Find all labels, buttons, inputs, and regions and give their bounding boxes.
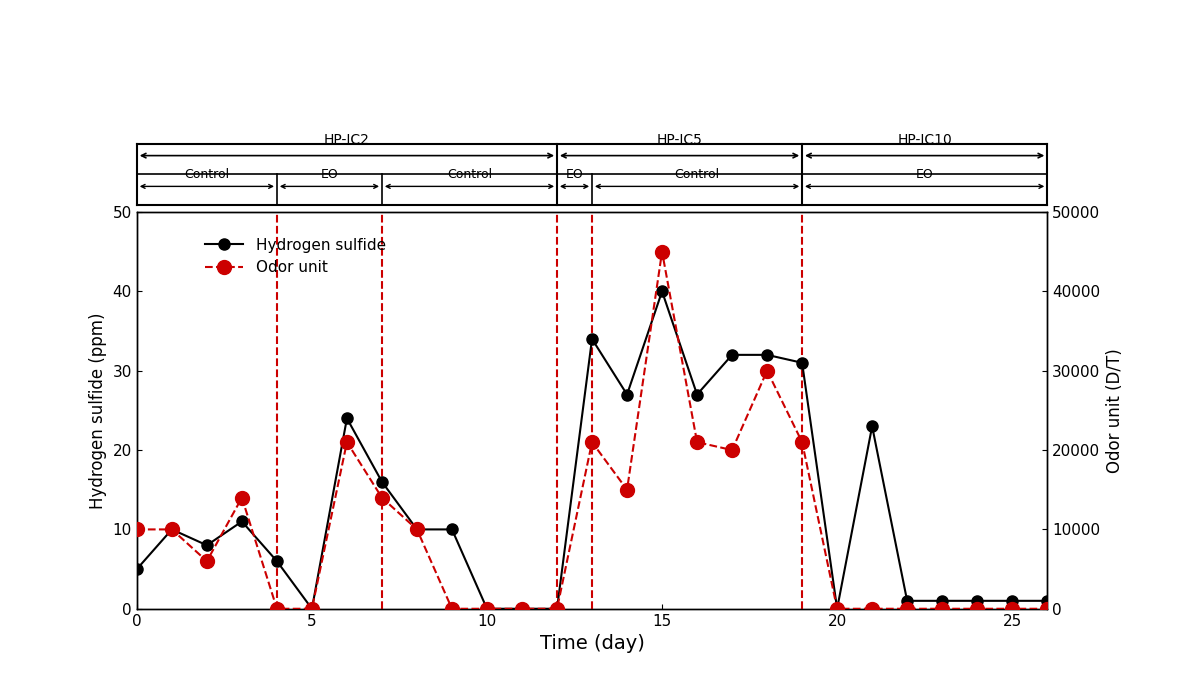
Hydrogen sulfide <box>200 541 214 549</box>
Hydrogen sulfide <box>375 477 389 486</box>
Text: EO: EO <box>916 168 933 181</box>
Odor unit <box>1040 605 1054 613</box>
Hydrogen sulfide <box>725 351 739 359</box>
Hydrogen sulfide <box>1040 596 1054 605</box>
Y-axis label: Odor unit (D/T): Odor unit (D/T) <box>1106 348 1123 473</box>
Hydrogen sulfide <box>760 351 775 359</box>
Hydrogen sulfide <box>935 596 950 605</box>
Odor unit <box>305 605 319 613</box>
Odor unit <box>620 486 634 494</box>
Odor unit <box>1006 605 1020 613</box>
Hydrogen sulfide <box>515 605 530 613</box>
Odor unit <box>130 525 144 534</box>
Hydrogen sulfide <box>690 391 704 399</box>
Text: HP-IC2: HP-IC2 <box>324 133 370 148</box>
Odor unit <box>340 438 355 446</box>
Odor unit <box>690 438 704 446</box>
Hydrogen sulfide <box>234 517 249 525</box>
Hydrogen sulfide <box>795 358 809 367</box>
X-axis label: Time (day): Time (day) <box>539 634 645 653</box>
Hydrogen sulfide <box>829 605 844 613</box>
Line: Odor unit: Odor unit <box>130 245 1054 616</box>
Odor unit <box>795 438 809 446</box>
Odor unit <box>480 605 494 613</box>
Odor unit <box>164 525 178 534</box>
Hydrogen sulfide <box>550 605 564 613</box>
Odor unit <box>654 248 669 256</box>
Odor unit <box>970 605 984 613</box>
Line: Hydrogen sulfide: Hydrogen sulfide <box>131 286 1053 614</box>
Odor unit <box>270 605 284 613</box>
Hydrogen sulfide <box>164 525 178 534</box>
Hydrogen sulfide <box>585 335 600 343</box>
Odor unit <box>829 605 844 613</box>
Hydrogen sulfide <box>130 565 144 573</box>
Odor unit <box>900 605 914 613</box>
Odor unit <box>585 438 600 446</box>
Text: EO: EO <box>565 168 583 181</box>
Odor unit <box>234 494 249 502</box>
Odor unit <box>515 605 530 613</box>
Text: EO: EO <box>320 168 338 181</box>
Hydrogen sulfide <box>445 525 459 534</box>
Odor unit <box>760 367 775 375</box>
Hydrogen sulfide <box>900 596 914 605</box>
Hydrogen sulfide <box>970 596 984 605</box>
Legend: Hydrogen sulfide, Odor unit: Hydrogen sulfide, Odor unit <box>199 232 392 281</box>
Hydrogen sulfide <box>620 391 634 399</box>
Hydrogen sulfide <box>340 415 355 423</box>
Odor unit <box>725 446 739 454</box>
Y-axis label: Hydrogen sulfide (ppm): Hydrogen sulfide (ppm) <box>89 312 107 509</box>
Hydrogen sulfide <box>409 525 424 534</box>
Hydrogen sulfide <box>865 422 879 430</box>
Odor unit <box>935 605 950 613</box>
Odor unit <box>445 605 459 613</box>
Hydrogen sulfide <box>270 557 284 565</box>
Text: Control: Control <box>675 168 720 181</box>
Odor unit <box>375 494 389 502</box>
Odor unit <box>865 605 879 613</box>
Odor unit <box>200 557 214 565</box>
Hydrogen sulfide <box>1006 596 1020 605</box>
Text: HP-IC10: HP-IC10 <box>897 133 952 148</box>
Hydrogen sulfide <box>305 605 319 613</box>
Odor unit <box>550 605 564 613</box>
Text: Control: Control <box>447 168 491 181</box>
Hydrogen sulfide <box>654 287 669 295</box>
Hydrogen sulfide <box>480 605 494 613</box>
Odor unit <box>409 525 424 534</box>
Text: Control: Control <box>184 168 230 181</box>
Text: HP-IC5: HP-IC5 <box>657 133 702 148</box>
